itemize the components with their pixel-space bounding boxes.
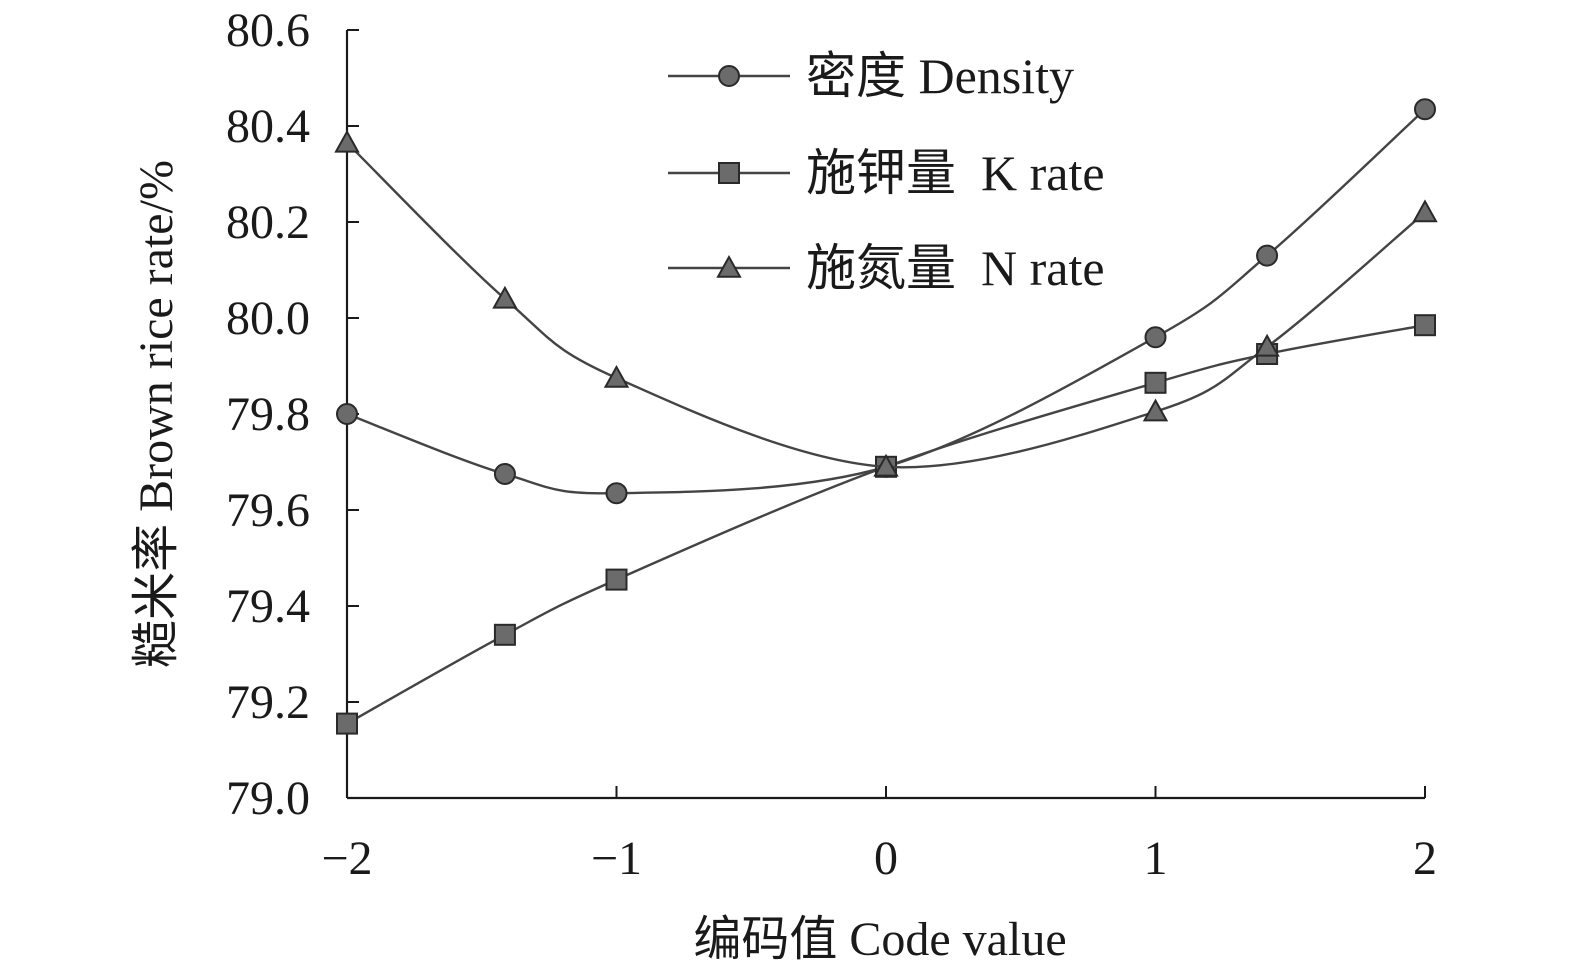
- x-tick-label: 1: [1144, 832, 1168, 885]
- series-layer: [334, 98, 1438, 735]
- legend-item-circle: 密度 Density: [668, 48, 1074, 104]
- data-point-triangle: [1412, 199, 1438, 223]
- x-tick-label: 0: [874, 832, 898, 885]
- x-tick-label: −1: [591, 832, 642, 885]
- x-tick-label: 2: [1413, 832, 1437, 885]
- data-point-square: [336, 712, 358, 735]
- data-point-triangle: [334, 129, 360, 153]
- series-triangle: [334, 129, 1438, 477]
- y-tick-label: 79.0: [226, 772, 310, 825]
- legend: 密度 Density 施钾量 K rate 施氮量 N rate: [668, 48, 1105, 296]
- x-axis-title: 编码值 Code value: [693, 913, 1066, 966]
- data-point-triangle: [492, 285, 518, 309]
- y-tick-label: 79.8: [226, 388, 310, 441]
- data-point-circle: [493, 463, 516, 485]
- series-square: [336, 314, 1436, 735]
- legend-label: 密度 Density: [806, 48, 1074, 104]
- y-tick-label: 80.0: [226, 292, 310, 345]
- legend-marker-circle: [718, 65, 740, 87]
- data-point-square: [605, 568, 628, 591]
- data-point-circle: [1414, 98, 1436, 121]
- x-tick-label: −2: [321, 832, 372, 885]
- data-point-square: [1414, 314, 1436, 337]
- y-tick-label: 80.2: [226, 196, 310, 249]
- legend-label: 施钾量 K rate: [806, 145, 1105, 201]
- data-point-circle: [605, 482, 628, 505]
- data-point-triangle: [603, 364, 630, 388]
- y-tick-label: 79.4: [226, 580, 310, 633]
- y-tick-label: 79.2: [226, 676, 310, 729]
- y-tick-label: 80.6: [226, 4, 310, 57]
- x-ticks: −2 −1 0 1 2: [321, 786, 1437, 885]
- legend-item-square: 施钾量 K rate: [668, 145, 1105, 201]
- y-ticks: 79.0 79.2 79.4 79.6 79.8 80.0 80.2 80.4 80.6: [226, 4, 359, 825]
- legend-marker-triangle: [716, 254, 742, 278]
- data-point-triangle: [1142, 398, 1169, 422]
- legend-marker-square: [718, 162, 740, 184]
- legend-label: 施氮量 N rate: [806, 240, 1105, 296]
- data-point-circle: [1256, 244, 1279, 267]
- data-point-square: [493, 623, 516, 646]
- data-point-square: [1144, 371, 1167, 394]
- data-point-circle: [336, 403, 358, 425]
- y-axis-title: 糙米率 Brown rice rate/%: [130, 160, 183, 668]
- data-point-triangle: [873, 453, 899, 477]
- data-point-triangle: [1254, 333, 1280, 357]
- series-line-square: [346, 324, 1426, 725]
- data-point-circle: [1144, 326, 1167, 349]
- y-tick-label: 79.6: [226, 484, 310, 537]
- legend-item-triangle: 施氮量 N rate: [668, 240, 1105, 296]
- y-tick-label: 80.4: [226, 100, 310, 153]
